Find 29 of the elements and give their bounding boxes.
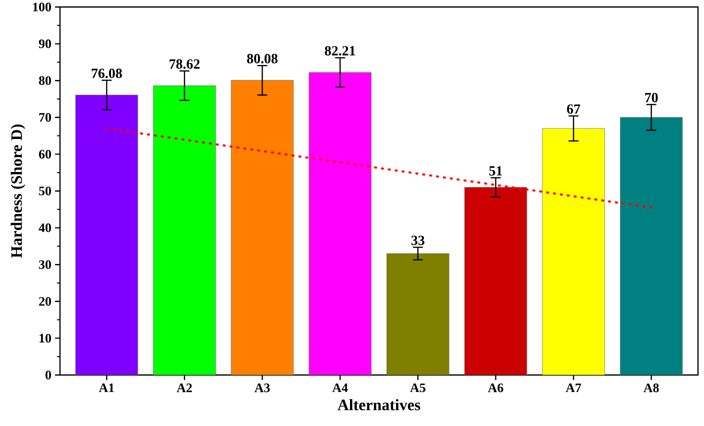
data-label: 67 <box>567 104 580 114</box>
y-tick-label: 100 <box>33 2 52 12</box>
y-tick-label: 90 <box>38 39 52 48</box>
data-label: 33 <box>411 236 424 246</box>
x-tick-label: A5 <box>410 384 426 392</box>
x-axis-title: Alternatives <box>338 399 420 410</box>
y-tick-label: 50 <box>39 186 52 196</box>
x-tick-label: A7 <box>566 384 582 392</box>
data-label: 70 <box>645 92 658 102</box>
data-label: 78.62 <box>170 59 200 69</box>
x-tick-label: A4 <box>332 384 348 392</box>
data-label: 76.08 <box>92 68 122 78</box>
y-tick-label: 40 <box>38 223 52 232</box>
y-tick-label: 20 <box>39 297 52 306</box>
y-tick-label: 80 <box>38 76 52 85</box>
y-tick-label: 10 <box>40 334 52 343</box>
y-tick-label: 0 <box>46 370 52 380</box>
x-tick-label: A2 <box>176 384 192 392</box>
x-tick-label: A8 <box>644 384 659 392</box>
y-tick-label: 60 <box>38 150 52 159</box>
data-label: 80.08 <box>247 54 278 64</box>
x-tick-label: A3 <box>254 384 270 392</box>
x-tick-label: A1 <box>98 384 114 392</box>
y-axis-title: Hardness (Shore D) <box>10 124 26 258</box>
y-tick-label: 70 <box>39 113 52 122</box>
data-label: 82.21 <box>324 46 356 56</box>
x-tick-label: A6 <box>488 384 504 392</box>
y-tick-label: 30 <box>39 260 52 269</box>
data-label: 51 <box>489 166 502 176</box>
